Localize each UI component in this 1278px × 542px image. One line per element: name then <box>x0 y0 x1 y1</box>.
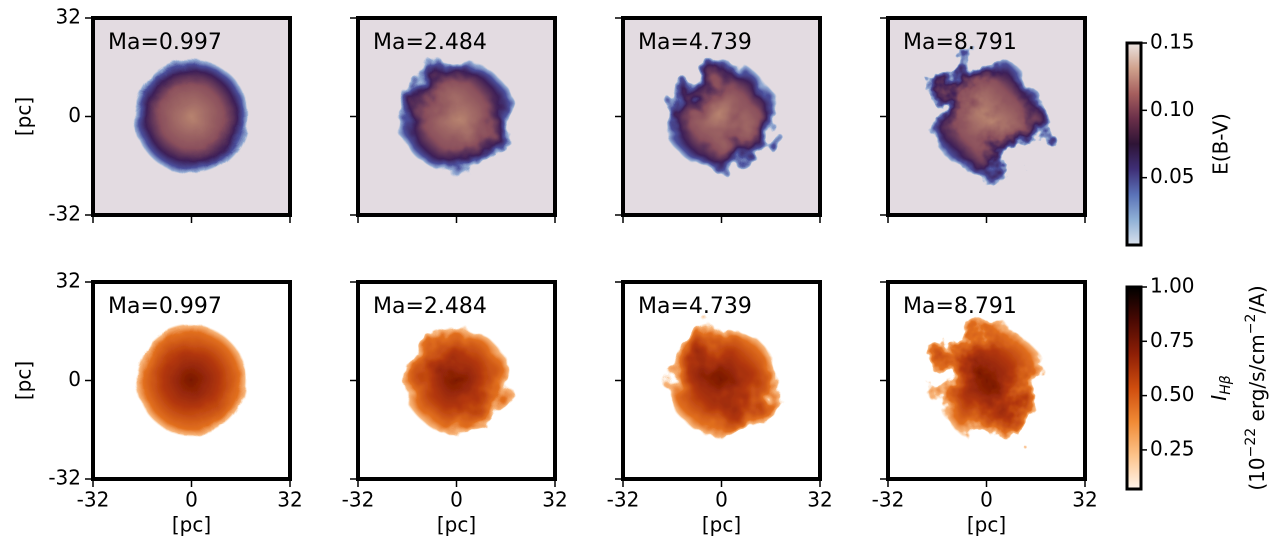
colorbar-tick-label: 1.00 <box>1150 274 1195 298</box>
panel-annotation: Ma=4.739 <box>638 30 752 55</box>
image-blob-group <box>929 59 1045 175</box>
colorbar <box>1127 287 1141 489</box>
figure: Ma=0.997 -32 0 32 [pc] Ma=2.484 Ma=4.739 Ma=8.7… <box>0 0 1278 542</box>
y-tick-label: 0 <box>68 103 81 127</box>
y-axis-label: [pc] <box>12 97 36 136</box>
image-blob-group <box>403 327 511 435</box>
image-blob-group <box>666 325 778 437</box>
colorbar <box>1127 43 1141 245</box>
panel-annotation: Ma=2.484 <box>373 30 487 55</box>
colorbar-tick-label: 0.10 <box>1150 97 1195 121</box>
panel-annotation: Ma=0.997 <box>108 30 222 55</box>
image-blob <box>929 323 1045 439</box>
colorbar-label: IHβ <box>1207 375 1235 400</box>
image-blob-group <box>136 325 248 437</box>
image-blob-group <box>399 59 515 175</box>
colorbar-unit-superscript: −22 <box>1243 428 1259 458</box>
colorbar-tick-label: 0.50 <box>1150 382 1195 406</box>
y-tick-label: 32 <box>56 269 81 293</box>
y-axis-label: [pc] <box>12 361 36 400</box>
colorbar-unit: (10−22 erg/s/cm−2/A) <box>1243 285 1269 490</box>
image-blob-group <box>929 323 1045 439</box>
panel-annotation: Ma=0.997 <box>108 294 222 319</box>
y-tick-label: -32 <box>48 466 81 490</box>
image-blob <box>403 327 511 435</box>
colorbar-tick-label: 0.75 <box>1150 328 1195 352</box>
colorbar-unit-text: (10 <box>1245 457 1269 490</box>
x-tick-label: -32 <box>342 488 375 512</box>
x-tick-label: 32 <box>807 488 832 512</box>
x-axis-label: [pc] <box>702 513 741 537</box>
y-tick-label: 32 <box>56 5 81 29</box>
image-blob <box>929 59 1045 175</box>
x-tick-label: 32 <box>542 488 567 512</box>
colorbar-tick-label: 0.25 <box>1150 436 1195 460</box>
image-blob-group <box>134 59 250 175</box>
x-axis-label: [pc] <box>967 513 1006 537</box>
colorbar-label: E(B-V) <box>1209 113 1233 175</box>
colorbar-unit-superscript: −2 <box>1243 314 1259 335</box>
image-blob <box>666 61 778 173</box>
x-axis-label: [pc] <box>437 513 476 537</box>
colorbar-label-subscript: Hβ <box>1218 375 1234 395</box>
image-blob <box>136 325 248 437</box>
x-tick-label: 0 <box>450 488 463 512</box>
image-blob <box>134 59 250 175</box>
x-tick-label: -32 <box>607 488 640 512</box>
x-axis-label: [pc] <box>172 513 211 537</box>
panel-annotation: Ma=8.791 <box>903 30 1017 55</box>
colorbar-unit-text: /A) <box>1245 285 1269 313</box>
colorbar-unit-text: erg/s/cm <box>1245 334 1269 428</box>
colorbar-tick-label: 0.05 <box>1150 164 1195 188</box>
x-tick-label: 0 <box>980 488 993 512</box>
x-tick-label: -32 <box>872 488 905 512</box>
image-blob-group <box>666 61 778 173</box>
y-tick-label: 0 <box>68 367 81 391</box>
panel-annotation: Ma=2.484 <box>373 294 487 319</box>
x-tick-label: 32 <box>1072 488 1097 512</box>
x-tick-label: 0 <box>185 488 198 512</box>
panel-annotation: Ma=4.739 <box>638 294 752 319</box>
x-tick-label: -32 <box>77 488 110 512</box>
panel-annotation: Ma=8.791 <box>903 294 1017 319</box>
image-blob <box>399 59 515 175</box>
colorbar-tick-label: 0.15 <box>1150 30 1195 54</box>
y-tick-label: -32 <box>48 202 81 226</box>
image-blob <box>666 325 778 437</box>
x-tick-label: 0 <box>715 488 728 512</box>
x-tick-label: 32 <box>277 488 302 512</box>
